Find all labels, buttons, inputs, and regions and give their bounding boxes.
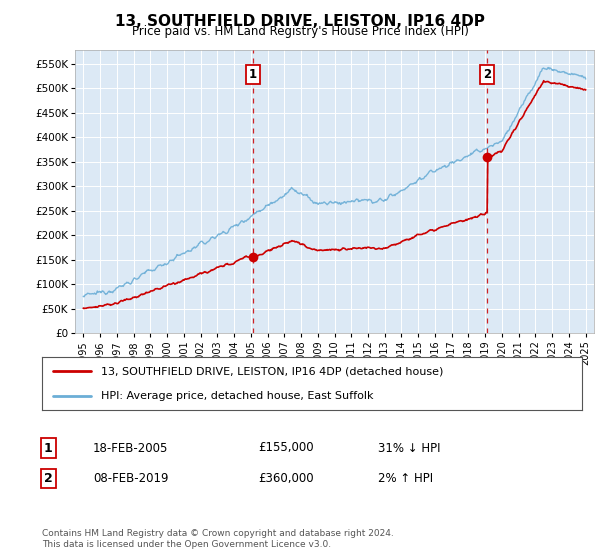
Text: HPI: Average price, detached house, East Suffolk: HPI: Average price, detached house, East… — [101, 390, 374, 400]
Text: 2: 2 — [483, 68, 491, 81]
Text: 2% ↑ HPI: 2% ↑ HPI — [378, 472, 433, 486]
Text: 1: 1 — [249, 68, 257, 81]
Text: Price paid vs. HM Land Registry's House Price Index (HPI): Price paid vs. HM Land Registry's House … — [131, 25, 469, 38]
Text: 08-FEB-2019: 08-FEB-2019 — [93, 472, 169, 486]
Text: 13, SOUTHFIELD DRIVE, LEISTON, IP16 4DP: 13, SOUTHFIELD DRIVE, LEISTON, IP16 4DP — [115, 14, 485, 29]
Text: £155,000: £155,000 — [258, 441, 314, 455]
Text: 13, SOUTHFIELD DRIVE, LEISTON, IP16 4DP (detached house): 13, SOUTHFIELD DRIVE, LEISTON, IP16 4DP … — [101, 366, 444, 376]
Text: 2: 2 — [44, 472, 52, 486]
Text: 1: 1 — [44, 441, 52, 455]
Text: 18-FEB-2005: 18-FEB-2005 — [93, 441, 169, 455]
Text: £360,000: £360,000 — [258, 472, 314, 486]
Text: Contains HM Land Registry data © Crown copyright and database right 2024.
This d: Contains HM Land Registry data © Crown c… — [42, 529, 394, 549]
Text: 31% ↓ HPI: 31% ↓ HPI — [378, 441, 440, 455]
